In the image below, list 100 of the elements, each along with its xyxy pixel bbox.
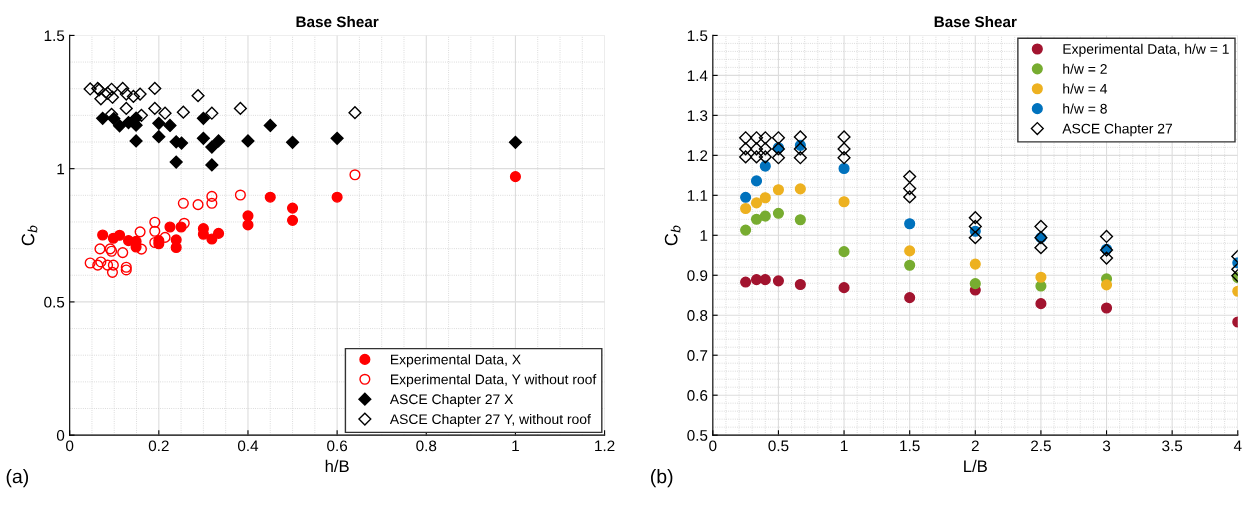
point <box>903 169 917 184</box>
point <box>94 243 106 255</box>
point <box>969 278 981 290</box>
point <box>96 111 110 125</box>
point <box>331 191 343 203</box>
legend-label: ASCE Chapter 27 X <box>389 393 514 407</box>
point <box>750 175 763 187</box>
point <box>772 207 784 219</box>
x-tick-label: 3 <box>1102 440 1111 452</box>
y-tick-label: 0 <box>56 430 65 441</box>
point <box>749 131 764 145</box>
point <box>772 184 784 196</box>
x-tick-label: 0.4 <box>237 440 259 452</box>
point <box>286 202 299 214</box>
x-tick-label: 4 <box>1233 440 1242 452</box>
text: (a) <box>6 469 29 488</box>
point <box>133 87 147 101</box>
point <box>242 219 254 231</box>
point <box>119 101 133 116</box>
point <box>968 231 982 245</box>
point <box>759 192 771 204</box>
point <box>758 150 772 164</box>
x-tick-label: 1.2 <box>595 440 615 452</box>
point <box>740 224 752 236</box>
x-tick-label: 0 <box>709 440 717 452</box>
x-tick-label: 2.5 <box>1031 440 1051 452</box>
point <box>740 276 752 288</box>
y-tick-label: 1 <box>700 230 708 241</box>
x-tick-label: 0.5 <box>768 440 789 452</box>
point <box>794 214 806 226</box>
point <box>749 142 764 156</box>
x-tick-label: 0 <box>66 440 74 452</box>
point <box>205 158 219 172</box>
x-tick-label: 0.8 <box>416 440 437 452</box>
point <box>177 197 189 209</box>
point <box>191 89 205 103</box>
point <box>758 142 772 156</box>
point <box>1100 302 1113 314</box>
point <box>129 134 143 148</box>
y-tick-label: 0.7 <box>687 350 708 361</box>
point <box>968 219 982 234</box>
point <box>838 246 850 258</box>
point <box>192 199 204 211</box>
point <box>149 225 161 237</box>
y-tick-label: 0.9 <box>687 270 708 281</box>
y-tick-label: 1.4 <box>687 70 708 81</box>
point <box>104 82 119 96</box>
point <box>113 119 127 133</box>
point <box>904 218 916 230</box>
point <box>1034 241 1048 255</box>
point <box>83 82 97 96</box>
point <box>264 191 276 203</box>
chart-title: Base Shear <box>934 16 1017 28</box>
legend-label: ASCE Chapter 27 Y, without roof <box>389 413 591 427</box>
x-tick-label: 0.2 <box>148 440 169 452</box>
y-tick-label: 1.1 <box>687 190 708 201</box>
point <box>164 221 176 233</box>
y-tick-label: 1.2 <box>687 150 708 161</box>
point <box>106 266 119 278</box>
point <box>968 211 982 225</box>
legend-label: ASCE Chapter 27 <box>1062 123 1173 137</box>
point <box>105 90 120 104</box>
point <box>904 245 916 257</box>
point <box>114 229 126 241</box>
point <box>1034 219 1048 234</box>
point <box>152 130 166 144</box>
x-tick-label: 0.6 <box>327 440 348 452</box>
point <box>749 150 764 164</box>
x-tick-label: 1.5 <box>900 440 920 452</box>
point <box>1099 251 1114 265</box>
y-tick-label: 1 <box>57 163 65 175</box>
point <box>903 190 917 204</box>
point <box>100 86 115 100</box>
chart-title: Base Shear <box>296 16 379 28</box>
point <box>739 131 753 145</box>
legend-label: h/w = 8 <box>1063 103 1107 114</box>
y-tick-label: 0.5 <box>44 296 65 308</box>
point <box>793 142 807 156</box>
point <box>206 197 218 209</box>
point <box>838 282 850 294</box>
legend-label: Experimental Data, X <box>391 354 521 368</box>
point <box>903 181 917 196</box>
point <box>793 130 807 144</box>
point <box>148 101 162 116</box>
point <box>205 106 219 120</box>
point <box>771 151 786 165</box>
point <box>159 231 171 243</box>
point <box>969 258 981 270</box>
point <box>163 118 177 133</box>
text: (b) <box>651 469 673 488</box>
x-tick-label: 1 <box>840 440 848 452</box>
point <box>152 116 166 130</box>
point <box>772 275 784 287</box>
point <box>94 92 108 106</box>
point <box>758 131 772 145</box>
legend-label: Experimental Data, Y without roof <box>391 374 597 388</box>
y-tick-label: 0.6 <box>687 390 708 401</box>
point <box>234 189 246 201</box>
point <box>739 142 753 156</box>
y-axis-title: C$_{b}$ <box>664 225 681 246</box>
